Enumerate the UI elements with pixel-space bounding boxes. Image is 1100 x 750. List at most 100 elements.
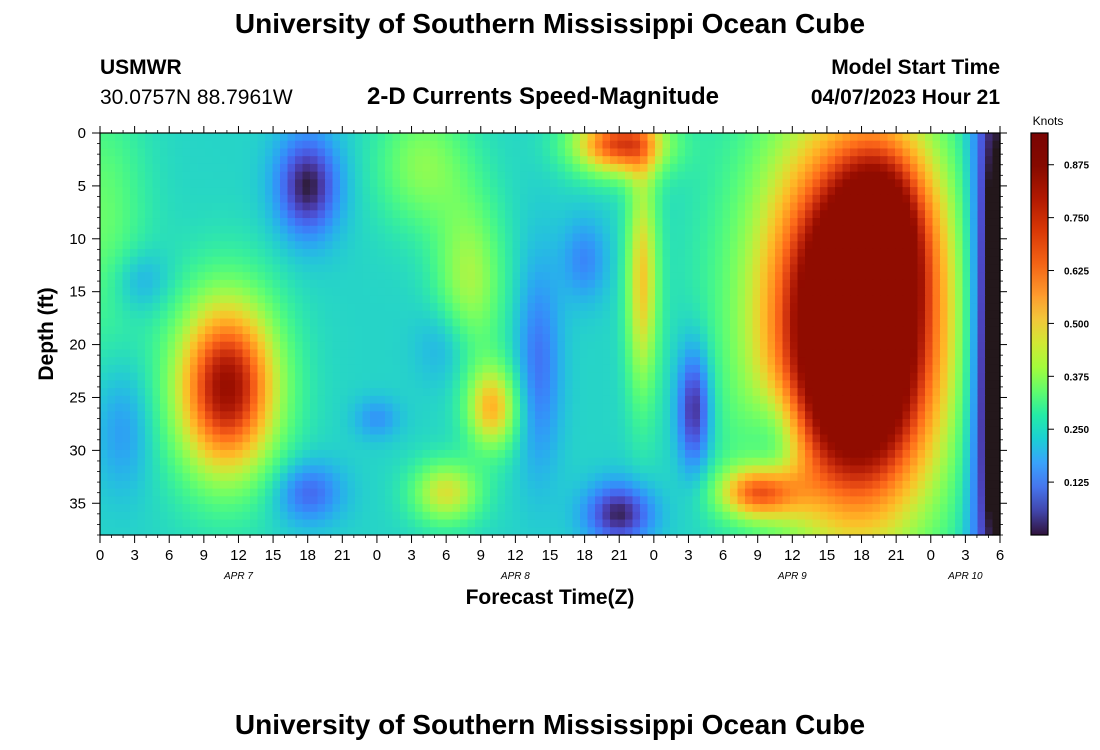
heatmap-cell [482, 442, 491, 451]
heatmap-cell [497, 279, 506, 289]
heatmap-cell [340, 349, 349, 358]
heatmap-cell [595, 140, 604, 150]
heatmap-cell [820, 171, 829, 180]
heatmap-cell [595, 287, 604, 296]
heatmap-cell [692, 256, 701, 266]
heatmap-cell [325, 287, 334, 296]
heatmap-cell [220, 187, 229, 196]
heatmap-cell [482, 287, 491, 296]
heatmap-cell [700, 163, 709, 173]
heatmap-cell [677, 303, 686, 312]
heatmap-cell [917, 148, 926, 157]
heatmap-cell [445, 202, 454, 211]
heatmap-cell [295, 218, 304, 227]
heatmap-cell [430, 310, 439, 320]
heatmap-cell [227, 372, 236, 381]
heatmap-cell [565, 279, 574, 289]
heatmap-cell [610, 349, 619, 358]
heatmap-cell [925, 272, 934, 281]
heatmap-cell [805, 334, 814, 343]
heatmap-cell [212, 434, 221, 443]
heatmap-cell [955, 133, 964, 142]
heatmap-cell [287, 334, 296, 343]
heatmap-cell [962, 318, 971, 327]
heatmap-cell [745, 148, 754, 157]
heatmap-cell [977, 295, 986, 304]
heatmap-cell [520, 419, 529, 428]
heatmap-cell [872, 179, 881, 188]
heatmap-cell [355, 140, 364, 150]
heatmap-cell [310, 364, 319, 374]
heatmap-cell [850, 140, 859, 150]
heatmap-cell [677, 411, 686, 420]
heatmap-cell [280, 156, 289, 165]
heatmap-cell [272, 133, 281, 142]
heatmap-cell [422, 318, 431, 327]
heatmap-cell [452, 434, 461, 443]
heatmap-cell [812, 187, 821, 196]
heatmap-cell [527, 133, 536, 142]
heatmap-cell [632, 349, 641, 358]
heatmap-cell [242, 449, 251, 459]
heatmap-cell [355, 411, 364, 420]
heatmap-cell [820, 241, 829, 250]
heatmap-cell [122, 156, 131, 165]
heatmap-cell [700, 372, 709, 381]
heatmap-cell [812, 442, 821, 451]
heatmap-cell [445, 233, 454, 242]
heatmap-cell [715, 419, 724, 428]
heatmap-cell [347, 449, 356, 459]
heatmap-cell [130, 187, 139, 196]
heatmap-cell [137, 202, 146, 211]
heatmap-cell [415, 133, 424, 142]
heatmap-cell [992, 218, 1001, 227]
heatmap-cell [377, 163, 386, 173]
heatmap-cell [212, 310, 221, 320]
heatmap-cell [175, 372, 184, 381]
heatmap-cell [602, 256, 611, 266]
heatmap-cell [955, 163, 964, 173]
heatmap-cell [452, 218, 461, 227]
heatmap-cell [190, 179, 199, 188]
heatmap-cell [685, 210, 694, 219]
heatmap-cell [452, 419, 461, 428]
heatmap-cell [287, 241, 296, 250]
heatmap-cell [145, 202, 154, 211]
heatmap-cell [332, 187, 341, 196]
heatmap-cell [152, 318, 161, 327]
heatmap-cell [137, 310, 146, 320]
heatmap-cell [280, 388, 289, 397]
heatmap-cell [407, 372, 416, 381]
heatmap-cell [107, 272, 116, 281]
heatmap-cell [632, 233, 641, 242]
heatmap-cell [227, 156, 236, 165]
heatmap-cell [542, 248, 551, 258]
heatmap-cell [565, 148, 574, 157]
heatmap-cell [805, 411, 814, 420]
heatmap-cell [302, 179, 311, 188]
heatmap-cell [242, 388, 251, 397]
heatmap-cell [422, 279, 431, 289]
heatmap-cell [962, 194, 971, 204]
heatmap-cell [730, 279, 739, 289]
heatmap-cell [587, 341, 596, 351]
heatmap-cell [767, 326, 776, 335]
heatmap-cell [917, 395, 926, 405]
heatmap-cell [775, 210, 784, 219]
heatmap-cell [760, 372, 769, 381]
heatmap-cell [955, 411, 964, 420]
heatmap-cell [647, 233, 656, 242]
heatmap-cell [325, 264, 334, 273]
heatmap-cell [850, 187, 859, 196]
heatmap-cell [302, 218, 311, 227]
heatmap-cell [640, 341, 649, 351]
heatmap-cell [220, 334, 229, 343]
heatmap-cell [842, 380, 851, 389]
heatmap-cell [940, 341, 949, 351]
heatmap-cell [850, 388, 859, 397]
heatmap-cell [370, 225, 379, 235]
heatmap-cell [482, 272, 491, 281]
heatmap-cell [250, 449, 259, 459]
heatmap-cell [947, 419, 956, 428]
heatmap-cell [190, 264, 199, 273]
